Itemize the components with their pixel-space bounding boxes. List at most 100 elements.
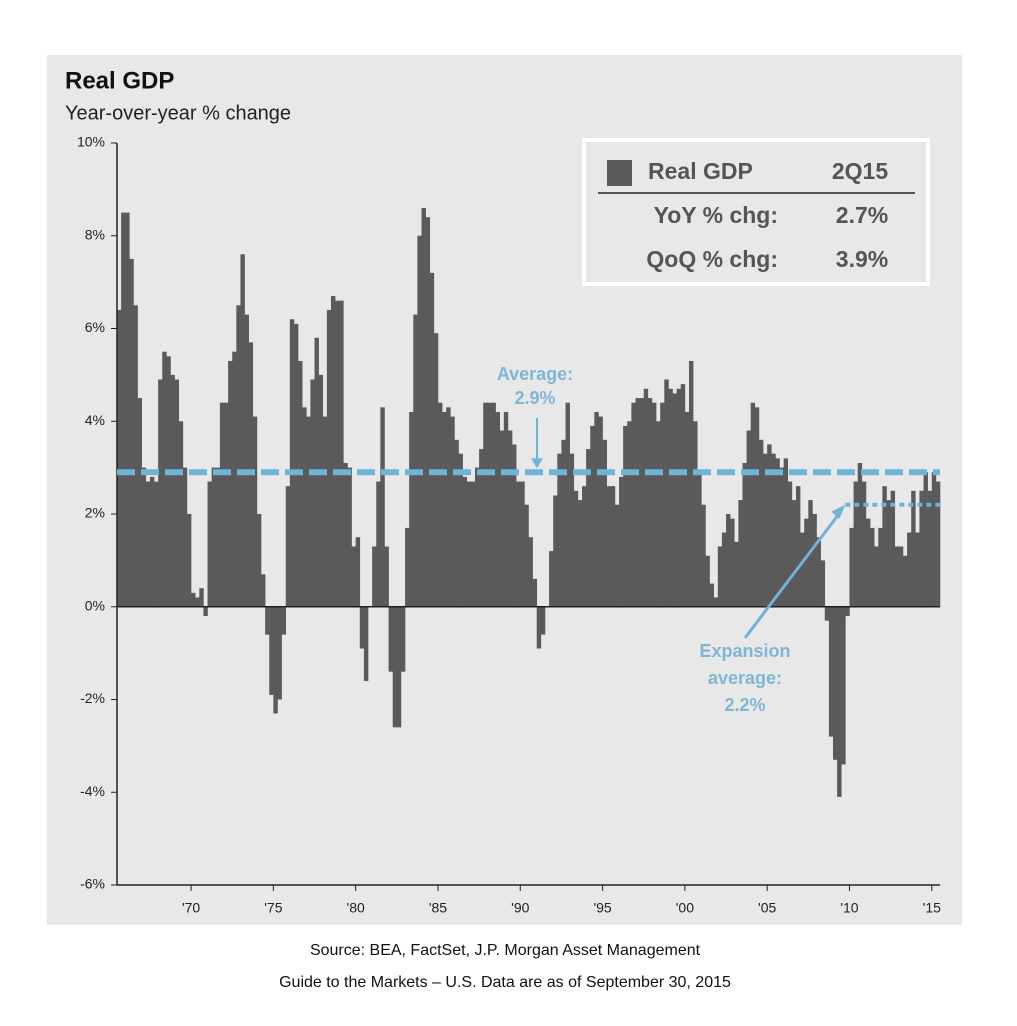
- bar: [639, 398, 645, 607]
- bar: [491, 402, 496, 607]
- bar: [149, 476, 155, 607]
- bar: [668, 388, 673, 607]
- legend-row-value: 2.7%: [836, 202, 888, 228]
- bar: [121, 212, 126, 607]
- bar: [265, 606, 270, 635]
- bar: [219, 402, 225, 607]
- bar: [335, 300, 340, 607]
- x-tick-label: '05: [758, 900, 776, 916]
- footer-note: Guide to the Markets – U.S. Data are as …: [279, 974, 731, 991]
- bar: [384, 546, 389, 607]
- bar: [656, 421, 661, 607]
- x-tick-label: '75: [264, 900, 282, 916]
- bar: [223, 402, 229, 607]
- bar: [388, 606, 394, 672]
- legend-box: [582, 138, 930, 286]
- bar: [273, 606, 278, 714]
- bar: [767, 444, 772, 607]
- bar: [845, 606, 850, 617]
- bar: [758, 439, 764, 607]
- bar: [462, 476, 468, 607]
- bar: [894, 546, 900, 607]
- expansion-average-label: Expansion: [699, 641, 790, 661]
- y-tick-label: 4%: [85, 412, 105, 428]
- bar: [326, 309, 332, 607]
- bar: [763, 453, 768, 607]
- bar: [129, 258, 134, 607]
- chart-title: Real GDP: [65, 67, 174, 94]
- bar: [293, 323, 299, 607]
- bar: [619, 476, 624, 607]
- bar: [466, 481, 472, 607]
- bar: [730, 518, 735, 607]
- bar: [717, 546, 723, 607]
- bar: [203, 606, 208, 617]
- bar: [520, 481, 525, 607]
- bar: [318, 374, 324, 607]
- bar: [524, 504, 529, 607]
- bar: [573, 490, 579, 607]
- bar: [726, 514, 731, 607]
- bar: [635, 398, 640, 607]
- bar: [499, 430, 505, 607]
- bar: [631, 402, 636, 607]
- bar: [734, 541, 739, 607]
- bar: [425, 217, 431, 607]
- bar: [931, 472, 937, 607]
- average-label: 2.9%: [514, 388, 555, 408]
- bar: [512, 444, 517, 607]
- bar: [154, 481, 159, 607]
- bar: [158, 379, 163, 607]
- bar: [783, 458, 789, 607]
- bar: [359, 606, 365, 649]
- bar: [392, 606, 398, 728]
- bar: [750, 402, 756, 607]
- bar: [886, 500, 891, 607]
- bar: [487, 402, 492, 607]
- bar: [820, 560, 826, 607]
- bar: [454, 439, 459, 607]
- bar: [421, 207, 426, 607]
- bar: [709, 583, 714, 607]
- bar: [647, 398, 653, 607]
- bar: [841, 606, 846, 765]
- bar: [861, 481, 867, 607]
- bar: [795, 486, 801, 607]
- bar: [536, 606, 542, 649]
- bar: [191, 592, 196, 607]
- bar: [561, 439, 566, 607]
- legend-row-label: QoQ % chg:: [646, 246, 778, 272]
- bar: [935, 481, 941, 607]
- y-tick-label: -2%: [80, 690, 105, 706]
- bar: [602, 439, 607, 607]
- bar: [610, 486, 616, 607]
- bar: [890, 490, 896, 607]
- bar: [915, 532, 920, 607]
- bar: [878, 527, 883, 607]
- bar: [409, 411, 414, 607]
- expansion-arrowhead: [831, 504, 846, 519]
- bar: [347, 467, 352, 607]
- legend-table: Real GDP 2Q15 YoY % chg: 2.7% QoQ % chg:…: [582, 138, 930, 286]
- legend-swatch: [607, 160, 632, 186]
- bar: [787, 481, 793, 607]
- bar: [495, 411, 500, 607]
- bar: [141, 467, 147, 607]
- x-tick-label: '95: [593, 900, 611, 916]
- bar: [117, 309, 122, 607]
- footer-source: Source: BEA, FactSet, J.P. Morgan Asset …: [310, 942, 701, 959]
- bar: [417, 235, 422, 607]
- bar: [503, 411, 509, 607]
- bar: [252, 416, 258, 607]
- bar: [779, 467, 784, 607]
- bar: [804, 518, 809, 607]
- bar: [614, 504, 620, 607]
- x-tick-label: '15: [923, 900, 941, 916]
- bar: [742, 462, 747, 607]
- bar: [437, 402, 443, 607]
- bar: [627, 421, 632, 607]
- bar: [228, 360, 233, 607]
- bar: [771, 453, 776, 607]
- bar: [363, 606, 369, 681]
- bar: [738, 500, 743, 607]
